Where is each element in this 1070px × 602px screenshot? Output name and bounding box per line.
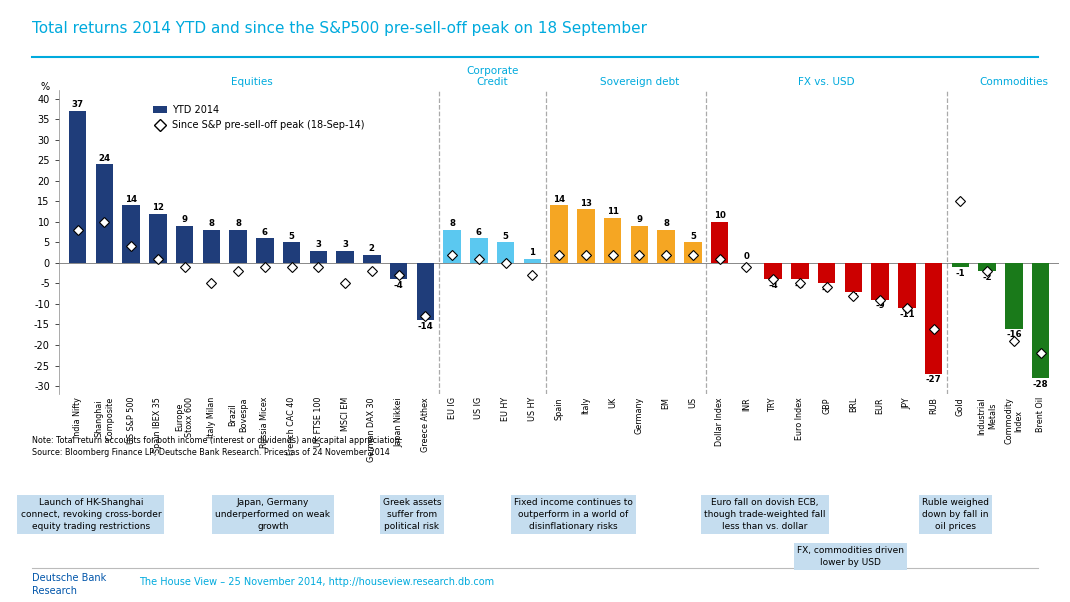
- Bar: [122, 205, 140, 263]
- Bar: [256, 238, 274, 263]
- Bar: [657, 230, 675, 263]
- Text: 6: 6: [476, 228, 482, 237]
- Bar: [443, 230, 461, 263]
- Text: 5: 5: [289, 232, 294, 241]
- Bar: [416, 263, 434, 320]
- Bar: [871, 263, 889, 300]
- Text: -28: -28: [1033, 379, 1049, 388]
- Text: -4: -4: [768, 281, 778, 290]
- Text: 13: 13: [580, 199, 592, 208]
- Text: 8: 8: [235, 219, 241, 228]
- Bar: [577, 209, 595, 263]
- Bar: [951, 263, 969, 267]
- Bar: [924, 263, 943, 374]
- Text: Euro fall on dovish ECB,
though trade-weighted fall
less than vs. dollar: Euro fall on dovish ECB, though trade-we…: [704, 498, 826, 531]
- Bar: [336, 250, 354, 263]
- Text: 11: 11: [607, 207, 618, 216]
- Text: 3: 3: [342, 240, 348, 249]
- Text: Greek assets
suffer from
political risk: Greek assets suffer from political risk: [383, 498, 441, 531]
- Text: 8: 8: [663, 219, 669, 228]
- Bar: [202, 230, 220, 263]
- Text: -1: -1: [956, 268, 965, 278]
- Bar: [68, 111, 87, 263]
- Bar: [309, 250, 327, 263]
- Text: Launch of HK-Shanghai
connect, revoking cross-border
equity trading restrictions: Launch of HK-Shanghai connect, revoking …: [20, 498, 162, 531]
- Text: Sovereign debt: Sovereign debt: [599, 77, 679, 87]
- Text: 10: 10: [714, 211, 725, 220]
- Text: Ruble weighed
down by fall in
oil prices: Ruble weighed down by fall in oil prices: [922, 498, 989, 531]
- Bar: [149, 214, 167, 263]
- Text: Equities: Equities: [230, 77, 273, 87]
- Text: 37: 37: [72, 100, 83, 109]
- Text: %: %: [41, 82, 50, 92]
- Bar: [710, 222, 729, 263]
- Bar: [898, 263, 916, 308]
- Text: 6: 6: [262, 228, 268, 237]
- Text: The House View – 25 November 2014, http://houseview.research.db.com: The House View – 25 November 2014, http:…: [139, 577, 494, 587]
- Bar: [470, 238, 488, 263]
- Bar: [817, 263, 836, 284]
- Bar: [630, 226, 648, 263]
- Bar: [389, 263, 408, 279]
- Text: Fixed income continues to
outperform in a world of
disinflationary risks: Fixed income continues to outperform in …: [514, 498, 633, 531]
- Text: Japan, Germany
underperformed on weak
growth: Japan, Germany underperformed on weak gr…: [215, 498, 331, 531]
- Text: -2: -2: [982, 273, 992, 282]
- Text: 3: 3: [316, 240, 321, 249]
- Text: -14: -14: [417, 322, 433, 331]
- Text: -4: -4: [394, 281, 403, 290]
- Bar: [363, 255, 381, 263]
- Text: 8: 8: [449, 219, 455, 228]
- Text: FX, commodities driven
lower by USD: FX, commodities driven lower by USD: [797, 547, 904, 567]
- Bar: [844, 263, 862, 291]
- Bar: [1031, 263, 1050, 378]
- Text: 0: 0: [744, 252, 749, 261]
- Text: Commodities: Commodities: [979, 77, 1049, 87]
- Bar: [791, 263, 809, 279]
- Text: 14: 14: [125, 194, 137, 203]
- Bar: [550, 205, 568, 263]
- Bar: [684, 242, 702, 263]
- Text: 9: 9: [182, 216, 187, 224]
- Text: -4: -4: [795, 281, 805, 290]
- Text: 12: 12: [152, 203, 164, 212]
- Bar: [523, 259, 541, 263]
- Text: -16: -16: [1006, 330, 1022, 339]
- Text: -5: -5: [822, 285, 831, 294]
- Text: 5: 5: [690, 232, 696, 241]
- Text: Total returns 2014 YTD and since the S&P500 pre-sell-off peak on 18 September: Total returns 2014 YTD and since the S&P…: [32, 21, 647, 36]
- Text: -9: -9: [875, 302, 885, 311]
- Text: 9: 9: [637, 216, 642, 224]
- Bar: [229, 230, 247, 263]
- Text: 1: 1: [530, 248, 535, 257]
- Bar: [603, 218, 622, 263]
- Bar: [1005, 263, 1023, 329]
- Text: -27: -27: [926, 376, 942, 385]
- Text: 2: 2: [369, 244, 374, 253]
- Text: Note: Total return accounts for both income (interest or dividends) and capital : Note: Total return accounts for both inc…: [32, 436, 402, 458]
- Text: Corporate
Credit: Corporate Credit: [467, 66, 518, 87]
- Bar: [95, 164, 113, 263]
- Text: -7: -7: [849, 293, 858, 302]
- Bar: [282, 242, 301, 263]
- Bar: [175, 226, 194, 263]
- Bar: [496, 242, 515, 263]
- Legend: YTD 2014, Since S&P pre-sell-off peak (18-Sep-14): YTD 2014, Since S&P pre-sell-off peak (1…: [149, 101, 368, 134]
- Text: 14: 14: [553, 194, 565, 203]
- Bar: [764, 263, 782, 279]
- Text: FX vs. USD: FX vs. USD: [798, 77, 855, 87]
- Text: 5: 5: [503, 232, 508, 241]
- Text: Deutsche Bank
Research: Deutsche Bank Research: [32, 573, 106, 597]
- Bar: [978, 263, 996, 271]
- Text: -11: -11: [899, 309, 915, 318]
- Text: 8: 8: [209, 219, 214, 228]
- Text: 24: 24: [98, 154, 110, 163]
